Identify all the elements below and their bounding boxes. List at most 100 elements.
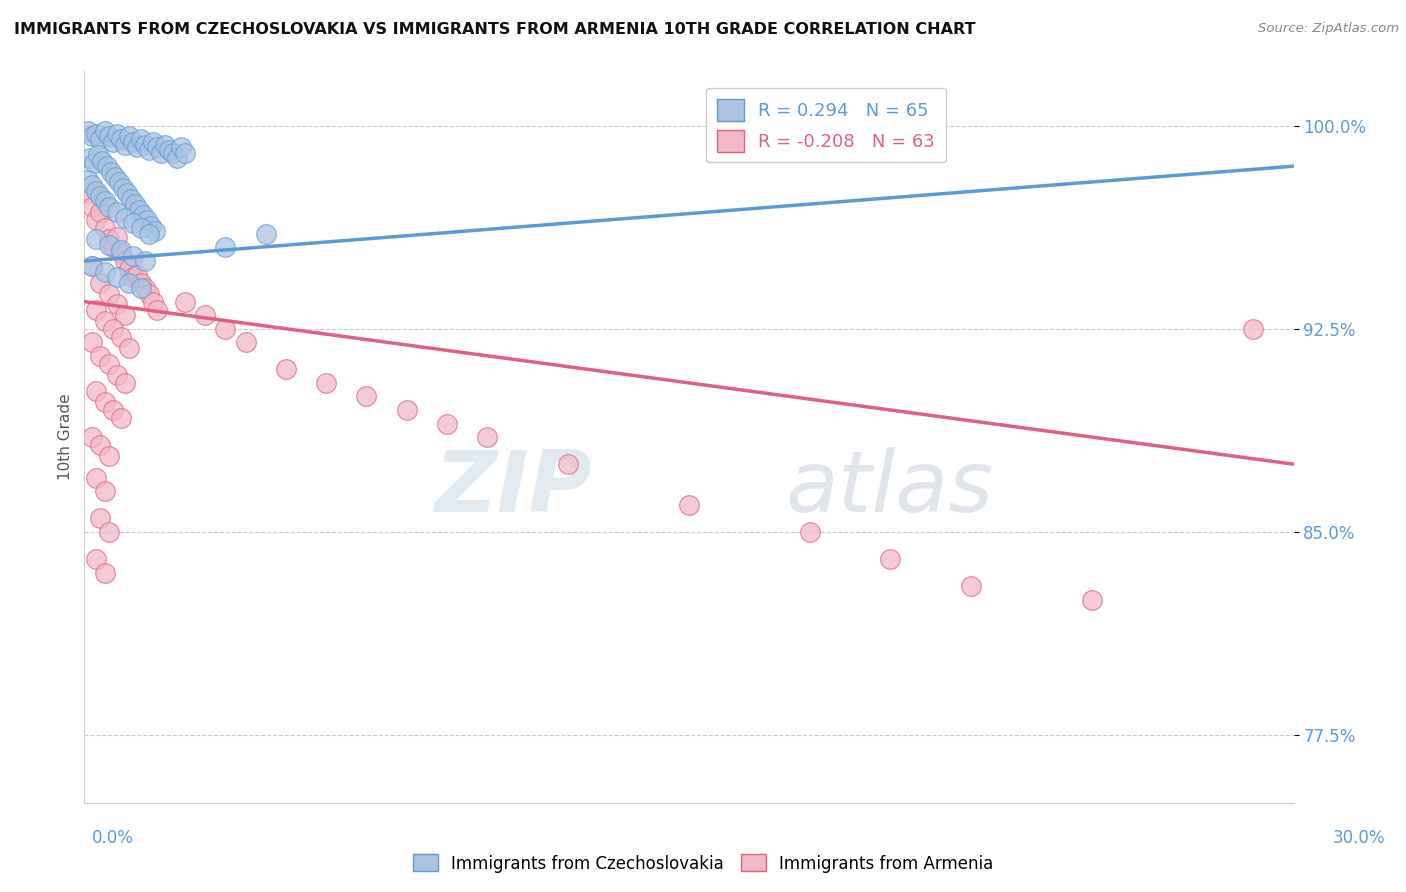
Point xyxy=(101,322,124,336)
Point xyxy=(235,335,257,350)
Point xyxy=(174,294,197,309)
Point xyxy=(93,566,115,580)
Point xyxy=(114,254,136,268)
Point xyxy=(114,211,136,225)
Point xyxy=(107,176,129,190)
Point xyxy=(89,205,111,219)
Point xyxy=(89,349,111,363)
Point xyxy=(124,197,146,211)
Point xyxy=(82,335,104,350)
Point xyxy=(89,511,111,525)
Point xyxy=(142,294,165,309)
Text: 30.0%: 30.0% xyxy=(1333,830,1385,847)
Point xyxy=(82,129,104,144)
Point xyxy=(135,213,157,227)
Point xyxy=(557,457,579,471)
Point xyxy=(118,262,141,277)
Legend: Immigrants from Czechoslovakia, Immigrants from Armenia: Immigrants from Czechoslovakia, Immigran… xyxy=(406,847,1000,880)
Point xyxy=(129,221,152,235)
Point xyxy=(105,368,128,382)
Point xyxy=(93,221,115,235)
Point xyxy=(82,430,104,444)
Point xyxy=(79,151,101,165)
Point xyxy=(105,229,128,244)
Point xyxy=(166,151,188,165)
Point xyxy=(86,552,108,566)
Point xyxy=(101,135,124,149)
Point xyxy=(879,552,901,566)
Point xyxy=(93,124,115,138)
Point xyxy=(121,249,143,263)
Point xyxy=(97,357,120,371)
Point xyxy=(89,132,111,146)
Point xyxy=(97,232,120,246)
Point xyxy=(678,498,700,512)
Text: ZIP: ZIP xyxy=(434,447,592,530)
Point xyxy=(104,169,127,184)
Point xyxy=(125,268,148,282)
Text: Source: ZipAtlas.com: Source: ZipAtlas.com xyxy=(1258,22,1399,36)
Point xyxy=(97,200,120,214)
Point xyxy=(214,240,236,254)
Point xyxy=(97,237,120,252)
Point xyxy=(89,189,111,203)
Point xyxy=(114,376,136,390)
Point xyxy=(93,194,115,209)
Point xyxy=(110,245,132,260)
Point xyxy=(143,224,166,238)
Point xyxy=(274,362,297,376)
Point xyxy=(97,129,120,144)
Point xyxy=(110,243,132,257)
Point xyxy=(138,227,160,241)
Point xyxy=(153,137,176,152)
Point xyxy=(86,384,108,398)
Point xyxy=(146,140,169,154)
Point xyxy=(129,276,152,290)
Point xyxy=(138,286,160,301)
Point xyxy=(174,145,197,160)
Point xyxy=(121,270,143,285)
Point xyxy=(105,270,128,285)
Point xyxy=(77,124,100,138)
Point xyxy=(120,192,142,206)
Point xyxy=(87,148,110,162)
Point xyxy=(118,341,141,355)
Text: atlas: atlas xyxy=(786,447,994,530)
Point xyxy=(91,153,114,168)
Point xyxy=(86,127,108,141)
Legend: R = 0.294   N = 65, R = -0.208   N = 63: R = 0.294 N = 65, R = -0.208 N = 63 xyxy=(706,87,946,162)
Point xyxy=(1241,322,1264,336)
Point xyxy=(1081,592,1104,607)
Point xyxy=(105,127,128,141)
Point xyxy=(170,140,193,154)
Point xyxy=(134,281,156,295)
Point xyxy=(77,172,100,186)
Point xyxy=(82,260,104,274)
Point xyxy=(93,395,115,409)
Point xyxy=(356,389,378,403)
Point xyxy=(138,143,160,157)
Point xyxy=(97,449,120,463)
Point xyxy=(162,145,184,160)
Point xyxy=(194,308,217,322)
Point xyxy=(114,308,136,322)
Point xyxy=(82,200,104,214)
Point xyxy=(101,403,124,417)
Point xyxy=(118,276,141,290)
Point xyxy=(86,213,108,227)
Point xyxy=(118,129,141,144)
Point xyxy=(97,286,120,301)
Point xyxy=(436,417,458,431)
Point xyxy=(121,216,143,230)
Point xyxy=(111,181,134,195)
Point xyxy=(110,330,132,344)
Point xyxy=(89,438,111,452)
Point xyxy=(86,184,108,198)
Point xyxy=(97,524,120,539)
Point xyxy=(149,145,172,160)
Point xyxy=(254,227,277,241)
Point xyxy=(101,240,124,254)
Point xyxy=(93,313,115,327)
Point xyxy=(214,322,236,336)
Point xyxy=(157,143,180,157)
